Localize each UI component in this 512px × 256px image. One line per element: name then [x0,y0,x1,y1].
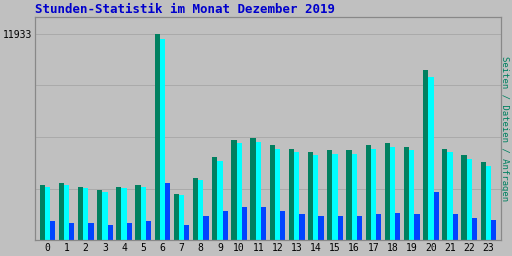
Bar [59,183,64,240]
Bar [280,211,285,240]
Bar [481,162,486,240]
Bar [366,145,371,240]
Bar [423,70,428,240]
Bar [174,194,179,240]
Bar [146,221,151,240]
Bar [337,216,343,240]
Bar [346,150,352,240]
Bar [395,213,400,240]
Bar [357,216,362,240]
Bar [255,142,261,240]
Bar [184,225,189,240]
Bar [203,216,209,240]
Bar [231,140,237,240]
Bar [39,185,45,240]
Bar [135,185,141,240]
Bar [121,188,126,240]
Y-axis label: Seiten / Dateien / Anfragen: Seiten / Dateien / Anfragen [500,56,509,201]
Bar [78,187,83,240]
Bar [332,154,337,240]
Bar [64,185,69,240]
Bar [385,143,390,240]
Bar [313,155,318,240]
Bar [83,188,89,240]
Bar [270,145,275,240]
Bar [434,192,439,240]
Bar [141,187,146,240]
Bar [428,77,434,240]
Bar [414,215,420,240]
Bar [371,148,376,240]
Bar [404,147,409,240]
Bar [294,152,300,240]
Bar [69,223,74,240]
Bar [466,159,472,240]
Bar [116,187,121,240]
Bar [261,208,266,240]
Bar [45,187,50,240]
Bar [212,157,218,240]
Bar [275,148,280,240]
Bar [289,148,294,240]
Bar [442,148,447,240]
Bar [223,211,228,240]
Bar [237,143,242,240]
Bar [108,225,113,240]
Text: Stunden-Statistik im Monat Dezember 2019: Stunden-Statistik im Monat Dezember 2019 [35,3,335,16]
Bar [102,192,108,240]
Bar [155,34,160,240]
Bar [308,152,313,240]
Bar [318,216,324,240]
Bar [409,150,414,240]
Bar [453,215,458,240]
Bar [390,147,395,240]
Bar [352,154,357,240]
Bar [491,220,496,240]
Bar [461,155,466,240]
Bar [250,138,255,240]
Bar [126,223,132,240]
Bar [300,215,305,240]
Bar [89,223,94,240]
Bar [160,39,165,240]
Bar [472,218,477,240]
Bar [193,178,198,240]
Bar [327,150,332,240]
Bar [376,215,381,240]
Bar [50,221,55,240]
Bar [198,180,203,240]
Bar [165,183,170,240]
Bar [242,208,247,240]
Bar [447,152,453,240]
Bar [486,166,491,240]
Bar [179,195,184,240]
Bar [218,161,223,240]
Bar [97,190,102,240]
